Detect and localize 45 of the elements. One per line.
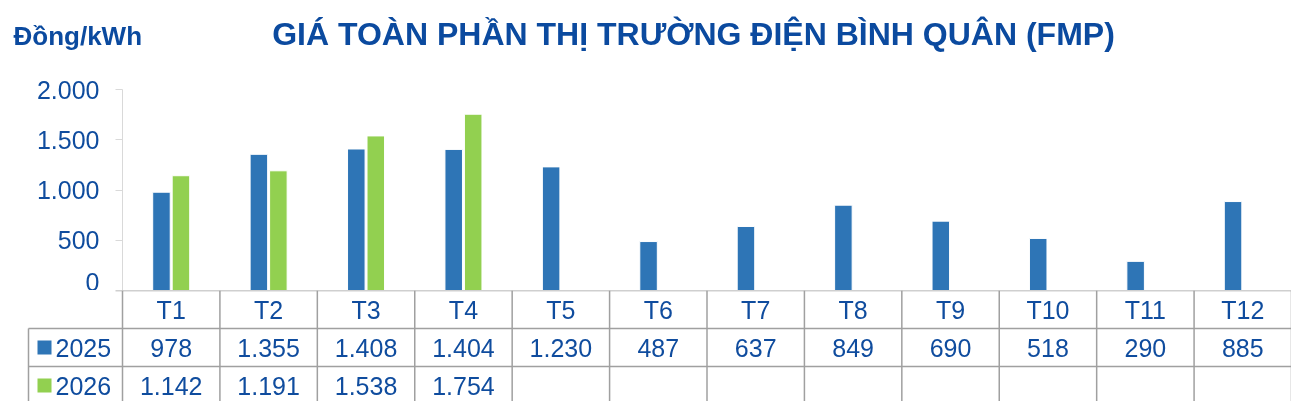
data-label: 487 (637, 333, 680, 362)
bar (1028, 237, 1048, 290)
data-label: 1.754 (432, 371, 495, 400)
x-tick-label: T3 (351, 295, 381, 324)
x-tick-label: T12 (1221, 295, 1265, 324)
x-tick-label: T4 (448, 295, 479, 324)
bar (639, 241, 658, 290)
bar (736, 225, 756, 290)
y-axis-title: Đồng/kWh (13, 20, 143, 51)
bar (1223, 201, 1243, 290)
data-label: 885 (1221, 333, 1264, 362)
data-label: 518 (1027, 333, 1069, 362)
bar (541, 166, 561, 290)
legend-label: 2026 (55, 371, 112, 400)
y-tick-label: 1.000 (36, 176, 100, 204)
y-tick-label: 500 (57, 226, 100, 255)
x-tick-label: T2 (254, 295, 284, 324)
x-tick-label: T10 (1026, 295, 1070, 324)
data-label: 1.408 (334, 333, 398, 362)
y-tick-label: 2.000 (36, 75, 100, 104)
data-label: 1.142 (139, 371, 203, 400)
data-label: 1.355 (237, 333, 300, 362)
data-label: 1.538 (334, 371, 398, 400)
data-label: 1.230 (529, 333, 593, 362)
legend-label: 2025 (55, 333, 112, 362)
x-tick-label: T9 (935, 295, 966, 324)
x-tick-label: T8 (838, 295, 868, 324)
data-label: 849 (832, 333, 874, 362)
x-tick-label: T1 (156, 295, 186, 324)
y-tick-label: 0 (85, 267, 100, 296)
x-tick-label: T7 (741, 295, 771, 324)
data-label: 978 (150, 333, 193, 362)
bar (931, 220, 951, 290)
chart-title: GIÁ TOÀN PHẦN THỊ TRƯỜNG ĐIỆN BÌNH QUÂN (FMP) (272, 15, 1115, 52)
x-tick-label: T6 (643, 295, 673, 324)
x-tick-label: T11 (1124, 295, 1166, 324)
bar (1126, 260, 1145, 290)
data-label: 290 (1124, 333, 1167, 362)
y-tick-label: 1.500 (36, 125, 100, 154)
data-label: 690 (929, 333, 972, 362)
data-label: 637 (734, 333, 777, 362)
data-label: 1.404 (432, 333, 495, 362)
bar (834, 204, 853, 290)
data-label: 1.191 (237, 371, 300, 400)
x-tick-label: T5 (546, 295, 576, 324)
